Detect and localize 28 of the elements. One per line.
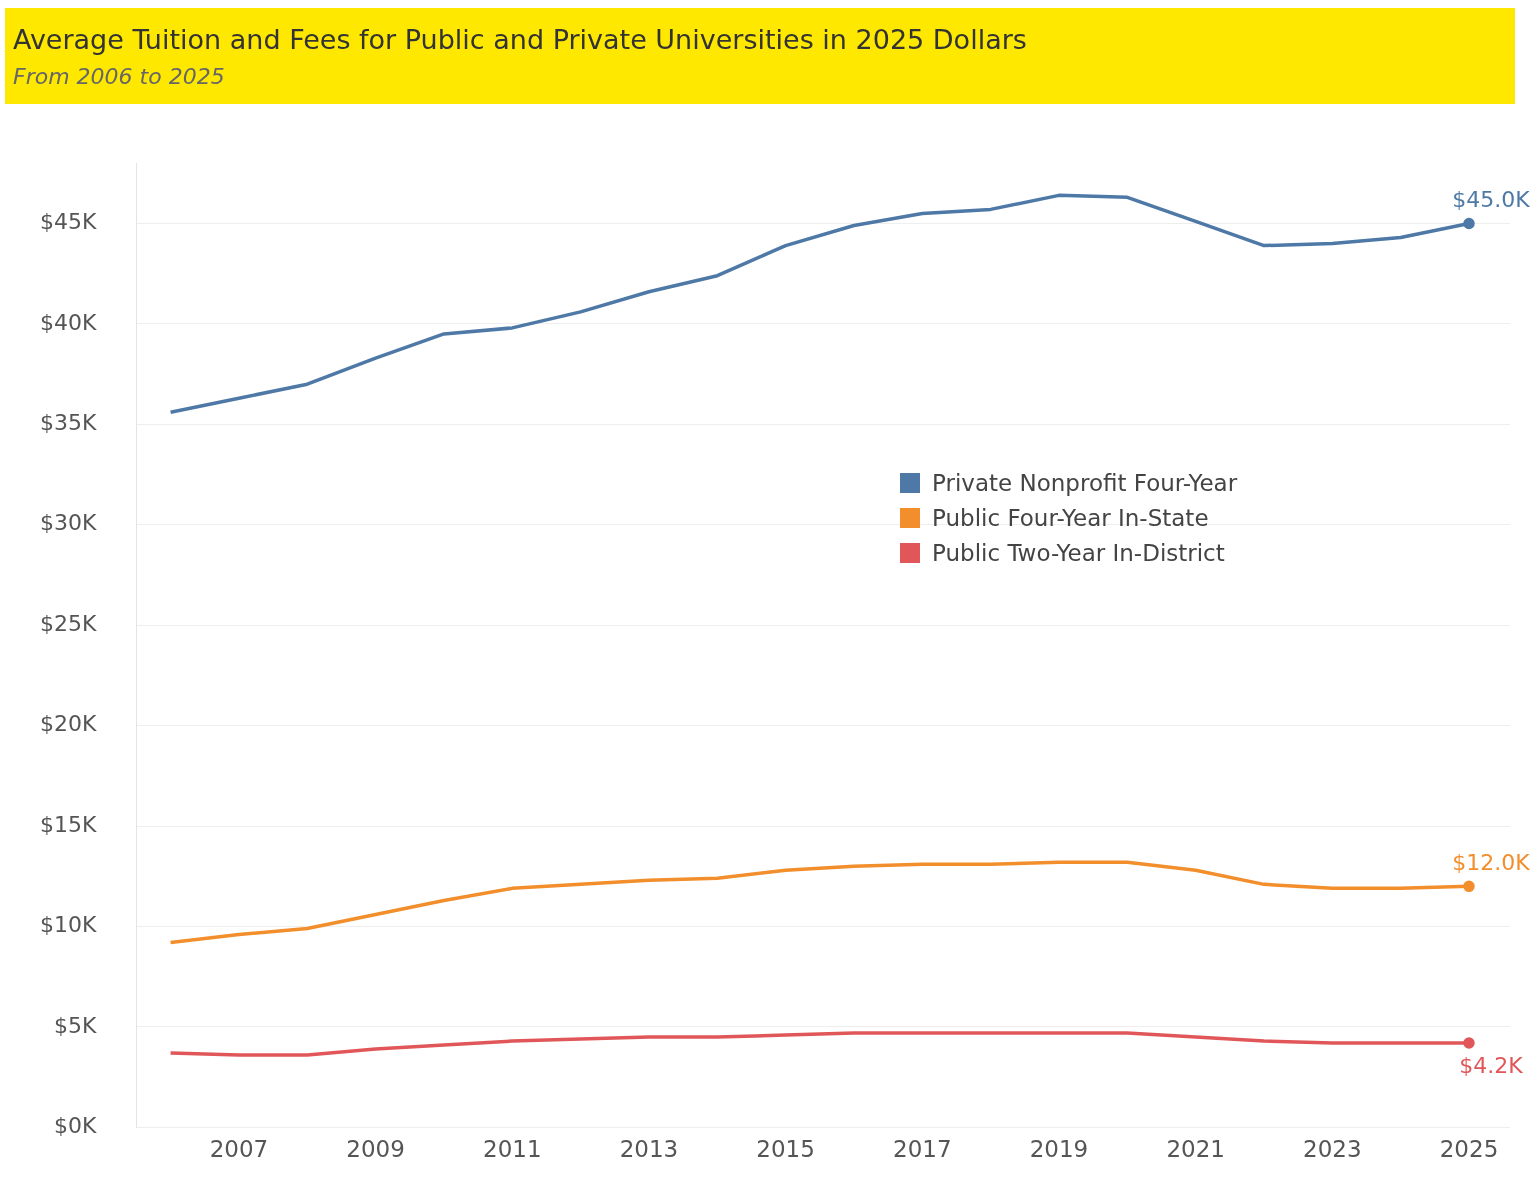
- y-tick-label: $40K: [40, 309, 97, 335]
- legend-label: Public Four-Year In-State: [932, 505, 1209, 531]
- y-tick-label: $20K: [40, 711, 97, 737]
- y-tick-label: $30K: [40, 510, 97, 536]
- y-tick-label: $5K: [54, 1012, 97, 1038]
- data-label: $4.2K: [1459, 1053, 1524, 1079]
- x-tick-label: 2011: [483, 1136, 542, 1163]
- x-tick-label: 2015: [756, 1136, 815, 1163]
- x-tick-label: 2023: [1303, 1136, 1362, 1163]
- y-tick-label: $45K: [40, 209, 97, 235]
- x-tick-label: 2025: [1439, 1136, 1499, 1163]
- x-tick-label: 2017: [893, 1136, 952, 1163]
- x-tick-label: 2007: [209, 1136, 269, 1163]
- x-tick-label: 2013: [619, 1136, 679, 1163]
- y-tick-label: $10K: [40, 912, 97, 938]
- x-tick-label: 2009: [346, 1136, 405, 1163]
- x-tick-label: 2019: [1029, 1136, 1089, 1163]
- legend-label: Private Nonprofit Four-Year: [932, 470, 1238, 496]
- y-tick-label: $0K: [54, 1113, 97, 1139]
- x-tick-label: 2021: [1166, 1136, 1225, 1163]
- y-tick-label: $15K: [40, 811, 97, 837]
- data-label: $12.0K: [1452, 850, 1530, 876]
- chart-title: Average Tuition and Fees for Public and Private Universities in 2025 Dollars: [13, 24, 1027, 55]
- y-tick-label: $35K: [40, 410, 97, 436]
- data-label: $45.0K: [1452, 187, 1530, 213]
- legend-label: Public Two-Year In-District: [932, 540, 1225, 566]
- chart-subtitle: From 2006 to 2025: [13, 64, 225, 89]
- y-tick-label: $25K: [40, 610, 97, 636]
